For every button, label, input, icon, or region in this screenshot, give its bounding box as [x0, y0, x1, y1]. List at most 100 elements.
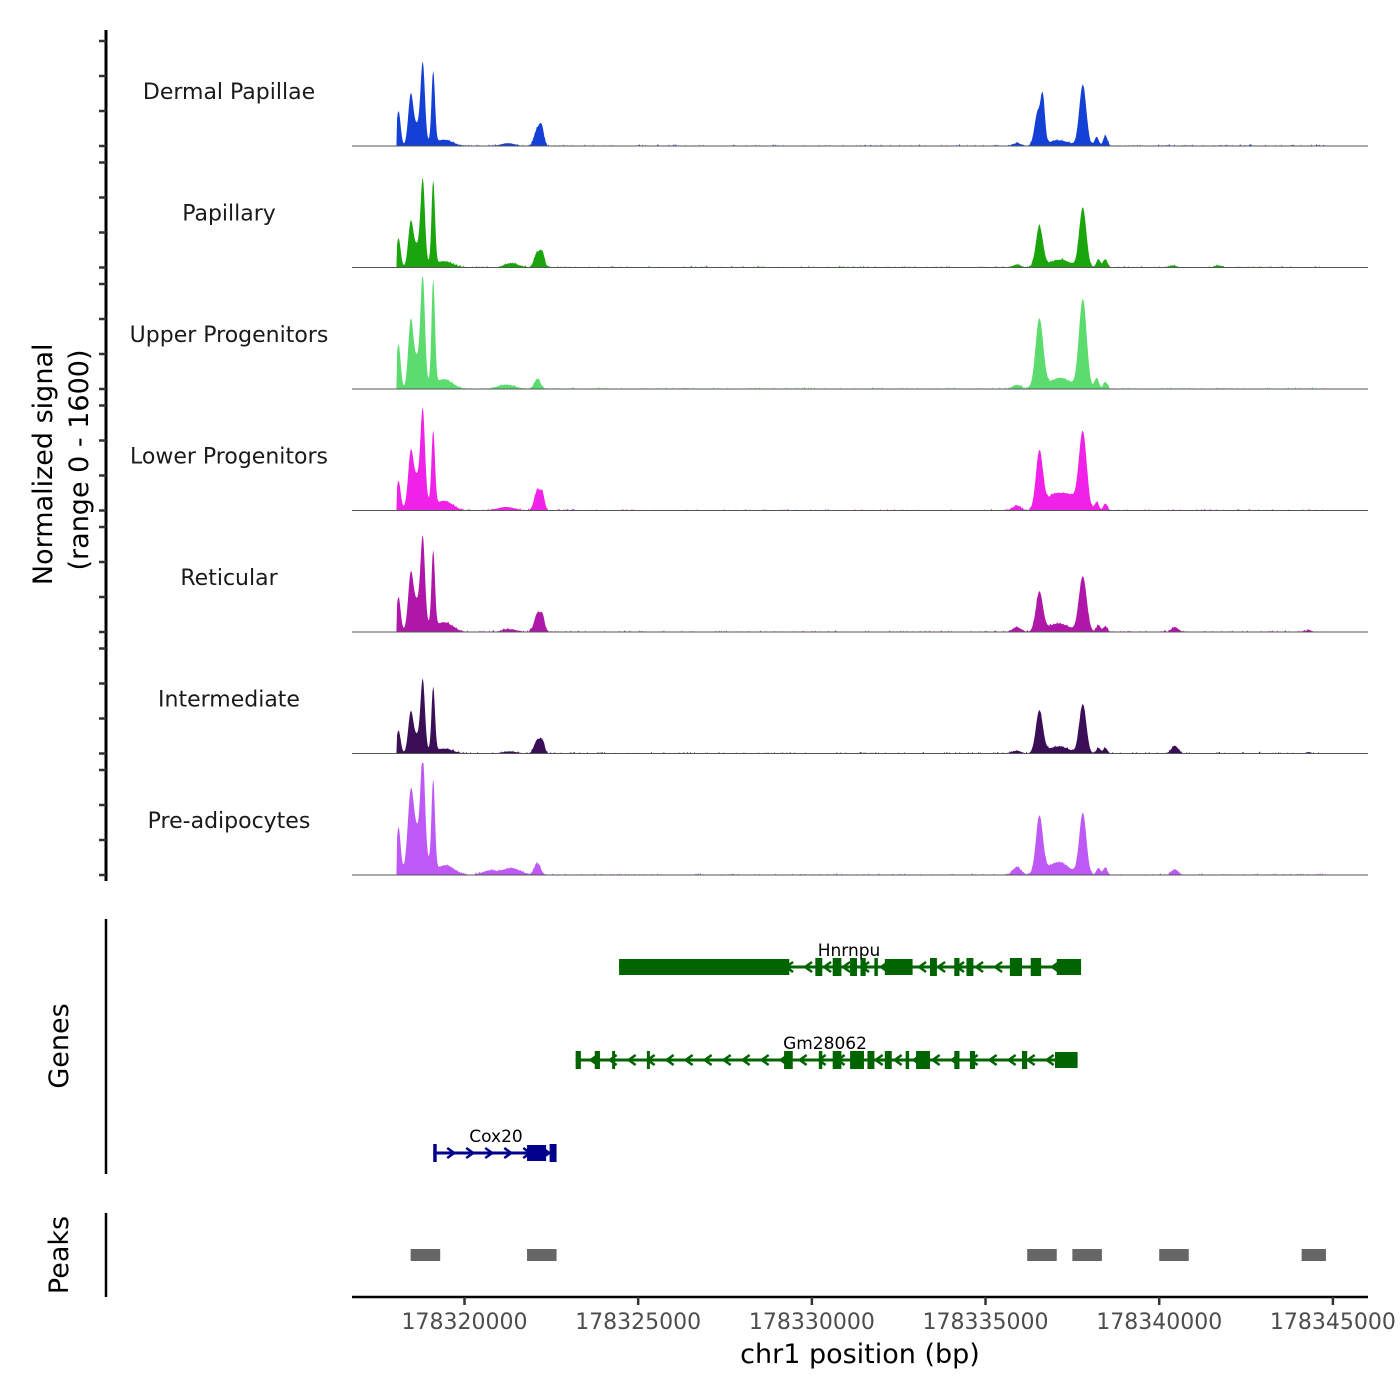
gene-exon — [549, 1144, 557, 1162]
strand-arrow — [626, 1053, 637, 1067]
strand-arrow — [721, 1053, 732, 1067]
coverage-tracks: Dermal Papillae Papillary Upper Progenitor… — [130, 61, 1368, 876]
gene-exon — [874, 958, 878, 976]
strand-arrow — [1025, 1053, 1036, 1067]
signal-area — [395, 407, 1340, 511]
strand-arrow — [740, 1053, 751, 1067]
gene-exon — [815, 958, 823, 976]
x-tick-label: 178345000 — [1270, 1310, 1396, 1335]
gene-name: Gm28062 — [783, 1034, 867, 1054]
gene-exon — [1056, 959, 1082, 975]
y-axis-title: Normalized signal (range 0 - 1600) — [28, 335, 95, 585]
strand-arrow — [503, 1146, 514, 1160]
strand-arrow — [446, 1146, 457, 1160]
track-label: Dermal Papillae — [143, 80, 315, 105]
peak-region — [410, 1249, 441, 1261]
gene-exon — [646, 1051, 650, 1069]
strand-arrow — [992, 960, 1003, 974]
peak-regions — [410, 1249, 1326, 1261]
gene-exon — [1009, 958, 1023, 976]
gene-cox20: Cox20 — [433, 1127, 557, 1162]
x-tick-label: 178340000 — [1096, 1310, 1222, 1335]
x-tick-label: 178330000 — [749, 1310, 875, 1335]
track-label: Papillary — [182, 202, 276, 227]
gene-name: Hnrnpu — [818, 941, 881, 961]
gene-exon — [850, 1051, 864, 1069]
track-dermal-papillae: Dermal Papillae — [143, 61, 1368, 147]
y-axis-title-line2: (range 0 - 1600) — [64, 350, 95, 571]
strand-arrow — [935, 960, 946, 974]
track-label: Reticular — [180, 566, 278, 591]
gene-exon — [966, 958, 974, 976]
gene-exon — [818, 1051, 823, 1069]
strand-arrow — [664, 1053, 675, 1067]
peak-region — [1072, 1249, 1102, 1261]
gene-exon — [784, 1051, 793, 1069]
gene-exon — [884, 1051, 892, 1069]
signal-area — [395, 763, 1340, 875]
strand-arrow — [1049, 960, 1060, 974]
track-pre-adipocytes: Pre-adipocytes — [148, 763, 1368, 876]
track-label: Pre-adipocytes — [148, 809, 311, 834]
signal-area — [395, 535, 1340, 632]
strand-arrow — [759, 1053, 770, 1067]
track-label: Lower Progenitors — [130, 445, 328, 470]
gene-exon — [969, 1051, 976, 1069]
signal-area — [395, 277, 1340, 389]
strand-arrow — [797, 1053, 808, 1067]
strand-arrow — [892, 1053, 903, 1067]
gene-exon — [832, 1051, 842, 1069]
gene-exon — [433, 1144, 437, 1162]
strand-arrow — [916, 960, 927, 974]
track-intermediate: Intermediate — [158, 678, 1368, 754]
track-lower-progenitors: Lower Progenitors — [130, 407, 1368, 511]
coverage-y-ticks — [99, 39, 106, 877]
gene-exon — [929, 958, 937, 976]
strand-arrow — [973, 960, 984, 974]
strand-arrow — [484, 1146, 495, 1160]
strand-arrow — [987, 1053, 998, 1067]
gene-exon — [1055, 1052, 1078, 1068]
peaks-panel-label: Peaks — [44, 1216, 75, 1294]
gene-exon — [884, 959, 913, 975]
gene-name: Cox20 — [469, 1127, 522, 1147]
peak-region — [1301, 1249, 1326, 1261]
signal-area — [395, 61, 1340, 146]
peak-region — [527, 1249, 557, 1261]
x-tick-label: 178335000 — [923, 1310, 1049, 1335]
gene-exon — [527, 1145, 547, 1161]
strand-arrow — [465, 1146, 476, 1160]
gene-exon — [860, 958, 866, 976]
strand-arrow — [1044, 1053, 1055, 1067]
gene-exon — [832, 958, 842, 976]
signal-area — [395, 178, 1340, 268]
peak-region — [1027, 1249, 1057, 1261]
strand-arrow — [930, 1053, 941, 1067]
signal-area — [395, 678, 1340, 754]
gene-exon — [619, 959, 790, 975]
gene-exon — [850, 958, 858, 976]
strand-arrow — [821, 960, 832, 974]
gene-exon — [1030, 958, 1042, 976]
gene-exon — [954, 1051, 960, 1069]
gene-exon — [575, 1051, 581, 1069]
genes-panel-label: Genes — [44, 1003, 75, 1088]
strand-arrow — [816, 1053, 827, 1067]
gene-hnrnpu: Hnrnpu — [619, 941, 1082, 976]
gene-exon — [905, 1051, 910, 1069]
track-upper-progenitors: Upper Progenitors — [130, 277, 1368, 390]
y-axis-title-line1: Normalized signal — [28, 344, 59, 586]
track-label: Intermediate — [158, 688, 300, 713]
strand-arrow — [802, 960, 813, 974]
track-reticular: Reticular — [180, 535, 1368, 633]
gene-exon — [612, 1051, 616, 1069]
track-label: Upper Progenitors — [130, 323, 329, 348]
strand-arrow — [702, 1053, 713, 1067]
track-papillary: Papillary — [182, 178, 1368, 268]
strand-arrow — [873, 1053, 884, 1067]
gene-exon — [916, 1051, 930, 1069]
gene-exon — [867, 1051, 875, 1069]
strand-arrow — [683, 1053, 694, 1067]
gene-exon — [594, 1051, 600, 1069]
